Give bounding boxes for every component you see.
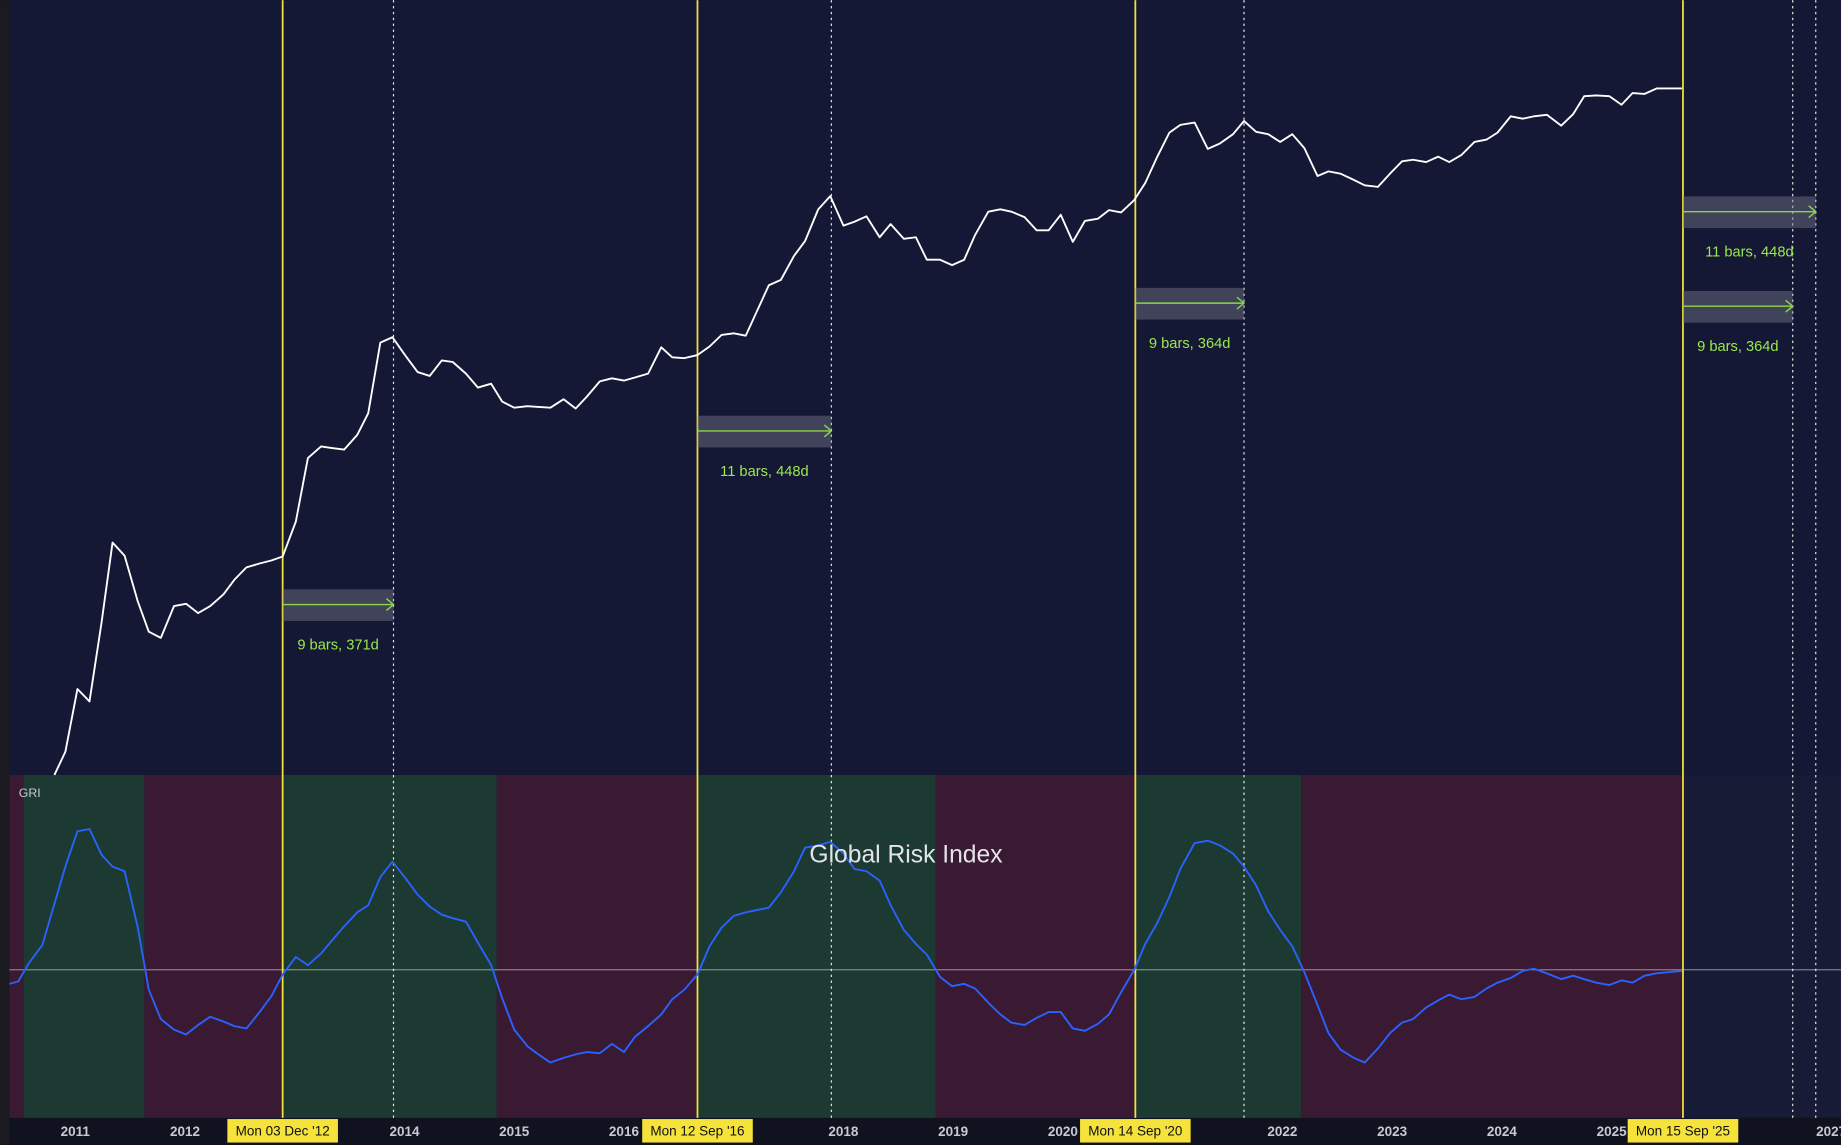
- pane-title: GRI: [19, 786, 41, 800]
- x-tick-label: 2012: [170, 1124, 200, 1139]
- event-label: Mon 12 Sep '16: [650, 1124, 744, 1139]
- zone: [282, 775, 497, 1118]
- price-pane: [9, 0, 1841, 776]
- measure-label: 11 bars, 448d: [720, 464, 809, 480]
- zone: [1135, 775, 1302, 1118]
- event-label-box: [227, 1119, 338, 1143]
- event-label: Mon 15 Sep '25: [1636, 1124, 1730, 1139]
- left-strip: [0, 0, 10, 1145]
- measure-arrowhead: [1785, 299, 1794, 313]
- zone: [697, 775, 936, 1118]
- x-tick-label: 2025: [1597, 1124, 1628, 1139]
- measure-label: 9 bars, 364d: [1697, 339, 1778, 355]
- x-tick-label: 2019: [938, 1124, 968, 1139]
- x-tick-label: 2016: [609, 1124, 640, 1139]
- measure-label: 9 bars, 371d: [297, 638, 378, 654]
- event-label-box: [1080, 1119, 1191, 1143]
- event-label-box: [642, 1119, 753, 1143]
- zone: [9, 775, 24, 1118]
- x-tick-label: 2027: [1816, 1124, 1841, 1139]
- series-line: [53, 87, 1682, 776]
- event-label: Mon 14 Sep '20: [1088, 1124, 1182, 1139]
- annotation: Global Risk Index: [809, 841, 1003, 868]
- x-tick-label: 2023: [1377, 1124, 1408, 1139]
- measure-label: 11 bars, 448d: [1705, 245, 1794, 261]
- x-tick-label: 2020: [1048, 1124, 1078, 1139]
- x-tick-label: 2014: [389, 1124, 420, 1139]
- zone: [23, 775, 145, 1118]
- measure-arrowhead: [1808, 205, 1817, 219]
- zone: [935, 775, 1136, 1118]
- measure-label: 9 bars, 364d: [1149, 336, 1230, 352]
- event-label: Mon 03 Dec '12: [236, 1124, 330, 1139]
- x-tick-label: 2024: [1487, 1124, 1518, 1139]
- x-tick-label: 2022: [1267, 1124, 1297, 1139]
- x-tick-label: 2015: [499, 1124, 530, 1139]
- zone: [144, 775, 283, 1118]
- zone: [496, 775, 698, 1118]
- x-tick-label: 2011: [61, 1124, 91, 1139]
- measure-arrowhead: [823, 424, 833, 438]
- zone: [1301, 775, 1682, 1118]
- measure-arrowhead: [385, 598, 395, 611]
- x-tick-label: 2018: [828, 1124, 859, 1139]
- event-label-box: [1627, 1119, 1739, 1143]
- measure-arrowhead: [1236, 296, 1246, 310]
- series-line: [9, 828, 1682, 1064]
